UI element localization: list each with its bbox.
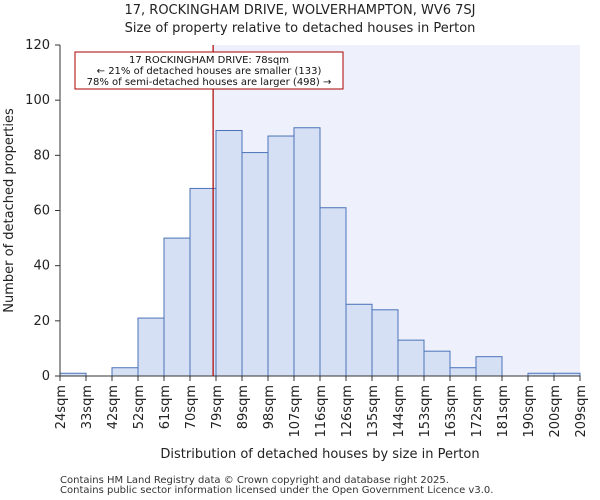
y-tick-label: 0 bbox=[42, 369, 50, 384]
y-tick-label: 40 bbox=[33, 259, 50, 274]
x-tick-label: 52sqm bbox=[132, 385, 147, 429]
x-tick-label: 181sqm bbox=[496, 385, 511, 438]
x-tick-label: 70sqm bbox=[184, 385, 199, 429]
annotation-smaller: ← 21% of detached houses are smaller (13… bbox=[97, 66, 322, 77]
x-tick-label: 126sqm bbox=[340, 385, 355, 438]
histogram-bar bbox=[319, 207, 347, 377]
chart-subtitle: Size of property relative to detached ho… bbox=[124, 21, 476, 36]
annotation-title: 17 ROCKINGHAM DRIVE: 78sqm bbox=[129, 55, 289, 66]
x-tick-label: 33sqm bbox=[80, 385, 95, 429]
y-tick-label: 80 bbox=[33, 148, 50, 163]
chart-title: 17, ROCKINGHAM DRIVE, WOLVERHAMPTON, WV6… bbox=[124, 3, 476, 18]
histogram-bar bbox=[137, 317, 165, 377]
histogram-bar bbox=[189, 187, 217, 377]
x-tick-label: 107sqm bbox=[288, 385, 303, 438]
y-tick-label: 120 bbox=[25, 38, 50, 53]
histogram-bar bbox=[215, 130, 243, 377]
x-tick-label: 200sqm bbox=[548, 385, 563, 438]
y-tick-label: 20 bbox=[33, 314, 50, 329]
y-tick-label: 60 bbox=[33, 204, 50, 219]
x-tick-label: 89sqm bbox=[236, 385, 251, 429]
x-tick-label: 24sqm bbox=[54, 385, 69, 429]
histogram-bar bbox=[241, 152, 269, 377]
x-tick-label: 190sqm bbox=[522, 385, 537, 438]
x-tick-label: 42sqm bbox=[106, 385, 121, 429]
histogram-bar bbox=[111, 367, 139, 377]
histogram-bar bbox=[475, 356, 503, 377]
x-tick-label: 163sqm bbox=[444, 385, 459, 438]
footer-licence: Contains public sector information licen… bbox=[60, 485, 494, 496]
x-tick-label: 98sqm bbox=[262, 385, 277, 429]
x-tick-label: 209sqm bbox=[574, 385, 589, 438]
histogram-bar bbox=[345, 303, 373, 377]
x-tick-label: 79sqm bbox=[210, 385, 225, 429]
x-tick-label: 135sqm bbox=[366, 385, 381, 438]
x-tick-label: 116sqm bbox=[314, 385, 329, 438]
y-axis-label: Number of detached properties bbox=[2, 108, 17, 313]
x-axis-label: Distribution of detached houses by size … bbox=[160, 447, 479, 462]
histogram-bar bbox=[449, 367, 477, 377]
annotation-larger: 78% of semi-detached houses are larger (… bbox=[87, 77, 332, 88]
histogram-bar bbox=[163, 237, 191, 377]
x-tick-label: 61sqm bbox=[158, 385, 173, 429]
x-tick-label: 172sqm bbox=[470, 385, 485, 438]
histogram-bar bbox=[267, 135, 295, 377]
x-tick-label: 144sqm bbox=[392, 385, 407, 438]
y-tick-label: 100 bbox=[25, 93, 50, 108]
histogram-bar bbox=[423, 350, 451, 377]
histogram-bar bbox=[371, 309, 399, 377]
footer-copyright: Contains HM Land Registry data © Crown c… bbox=[60, 475, 449, 486]
histogram-bar bbox=[397, 339, 425, 377]
annotation-box bbox=[74, 51, 344, 90]
histogram-bar bbox=[293, 127, 321, 377]
x-tick-label: 153sqm bbox=[418, 385, 433, 438]
